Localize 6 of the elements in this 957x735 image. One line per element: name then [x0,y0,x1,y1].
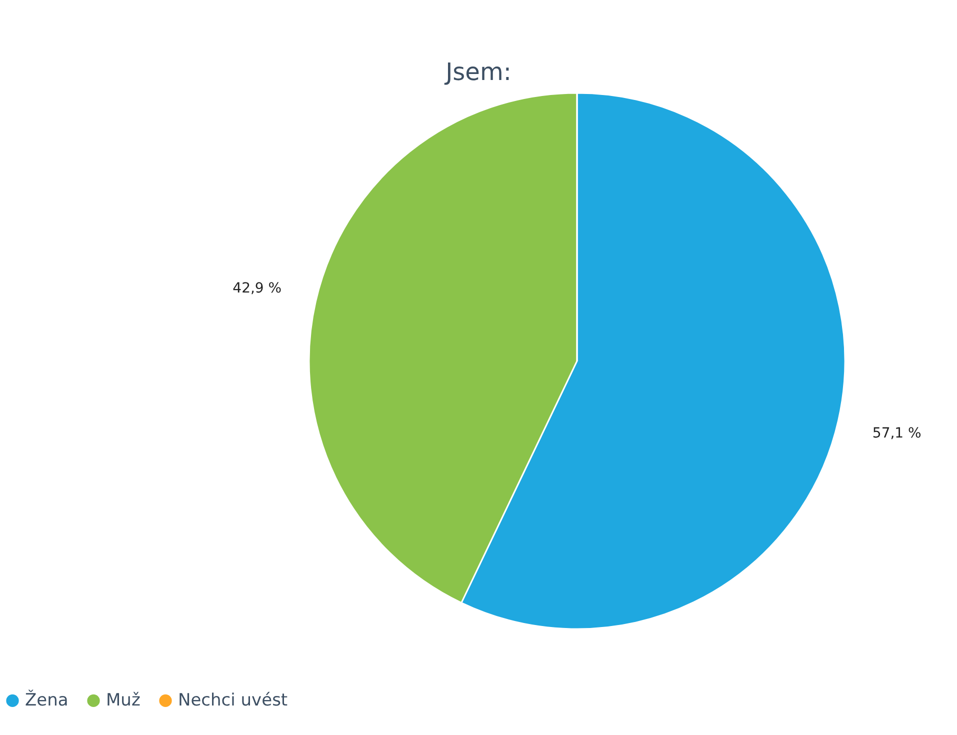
legend-label: Nechci uvést [178,690,288,711]
legend-label: Žena [25,690,68,711]
data-label: 42,9 % [232,280,282,296]
chart-title: Jsem: [444,58,512,86]
data-label: 57,1 % [872,426,922,442]
legend-label: Muž [106,690,140,711]
